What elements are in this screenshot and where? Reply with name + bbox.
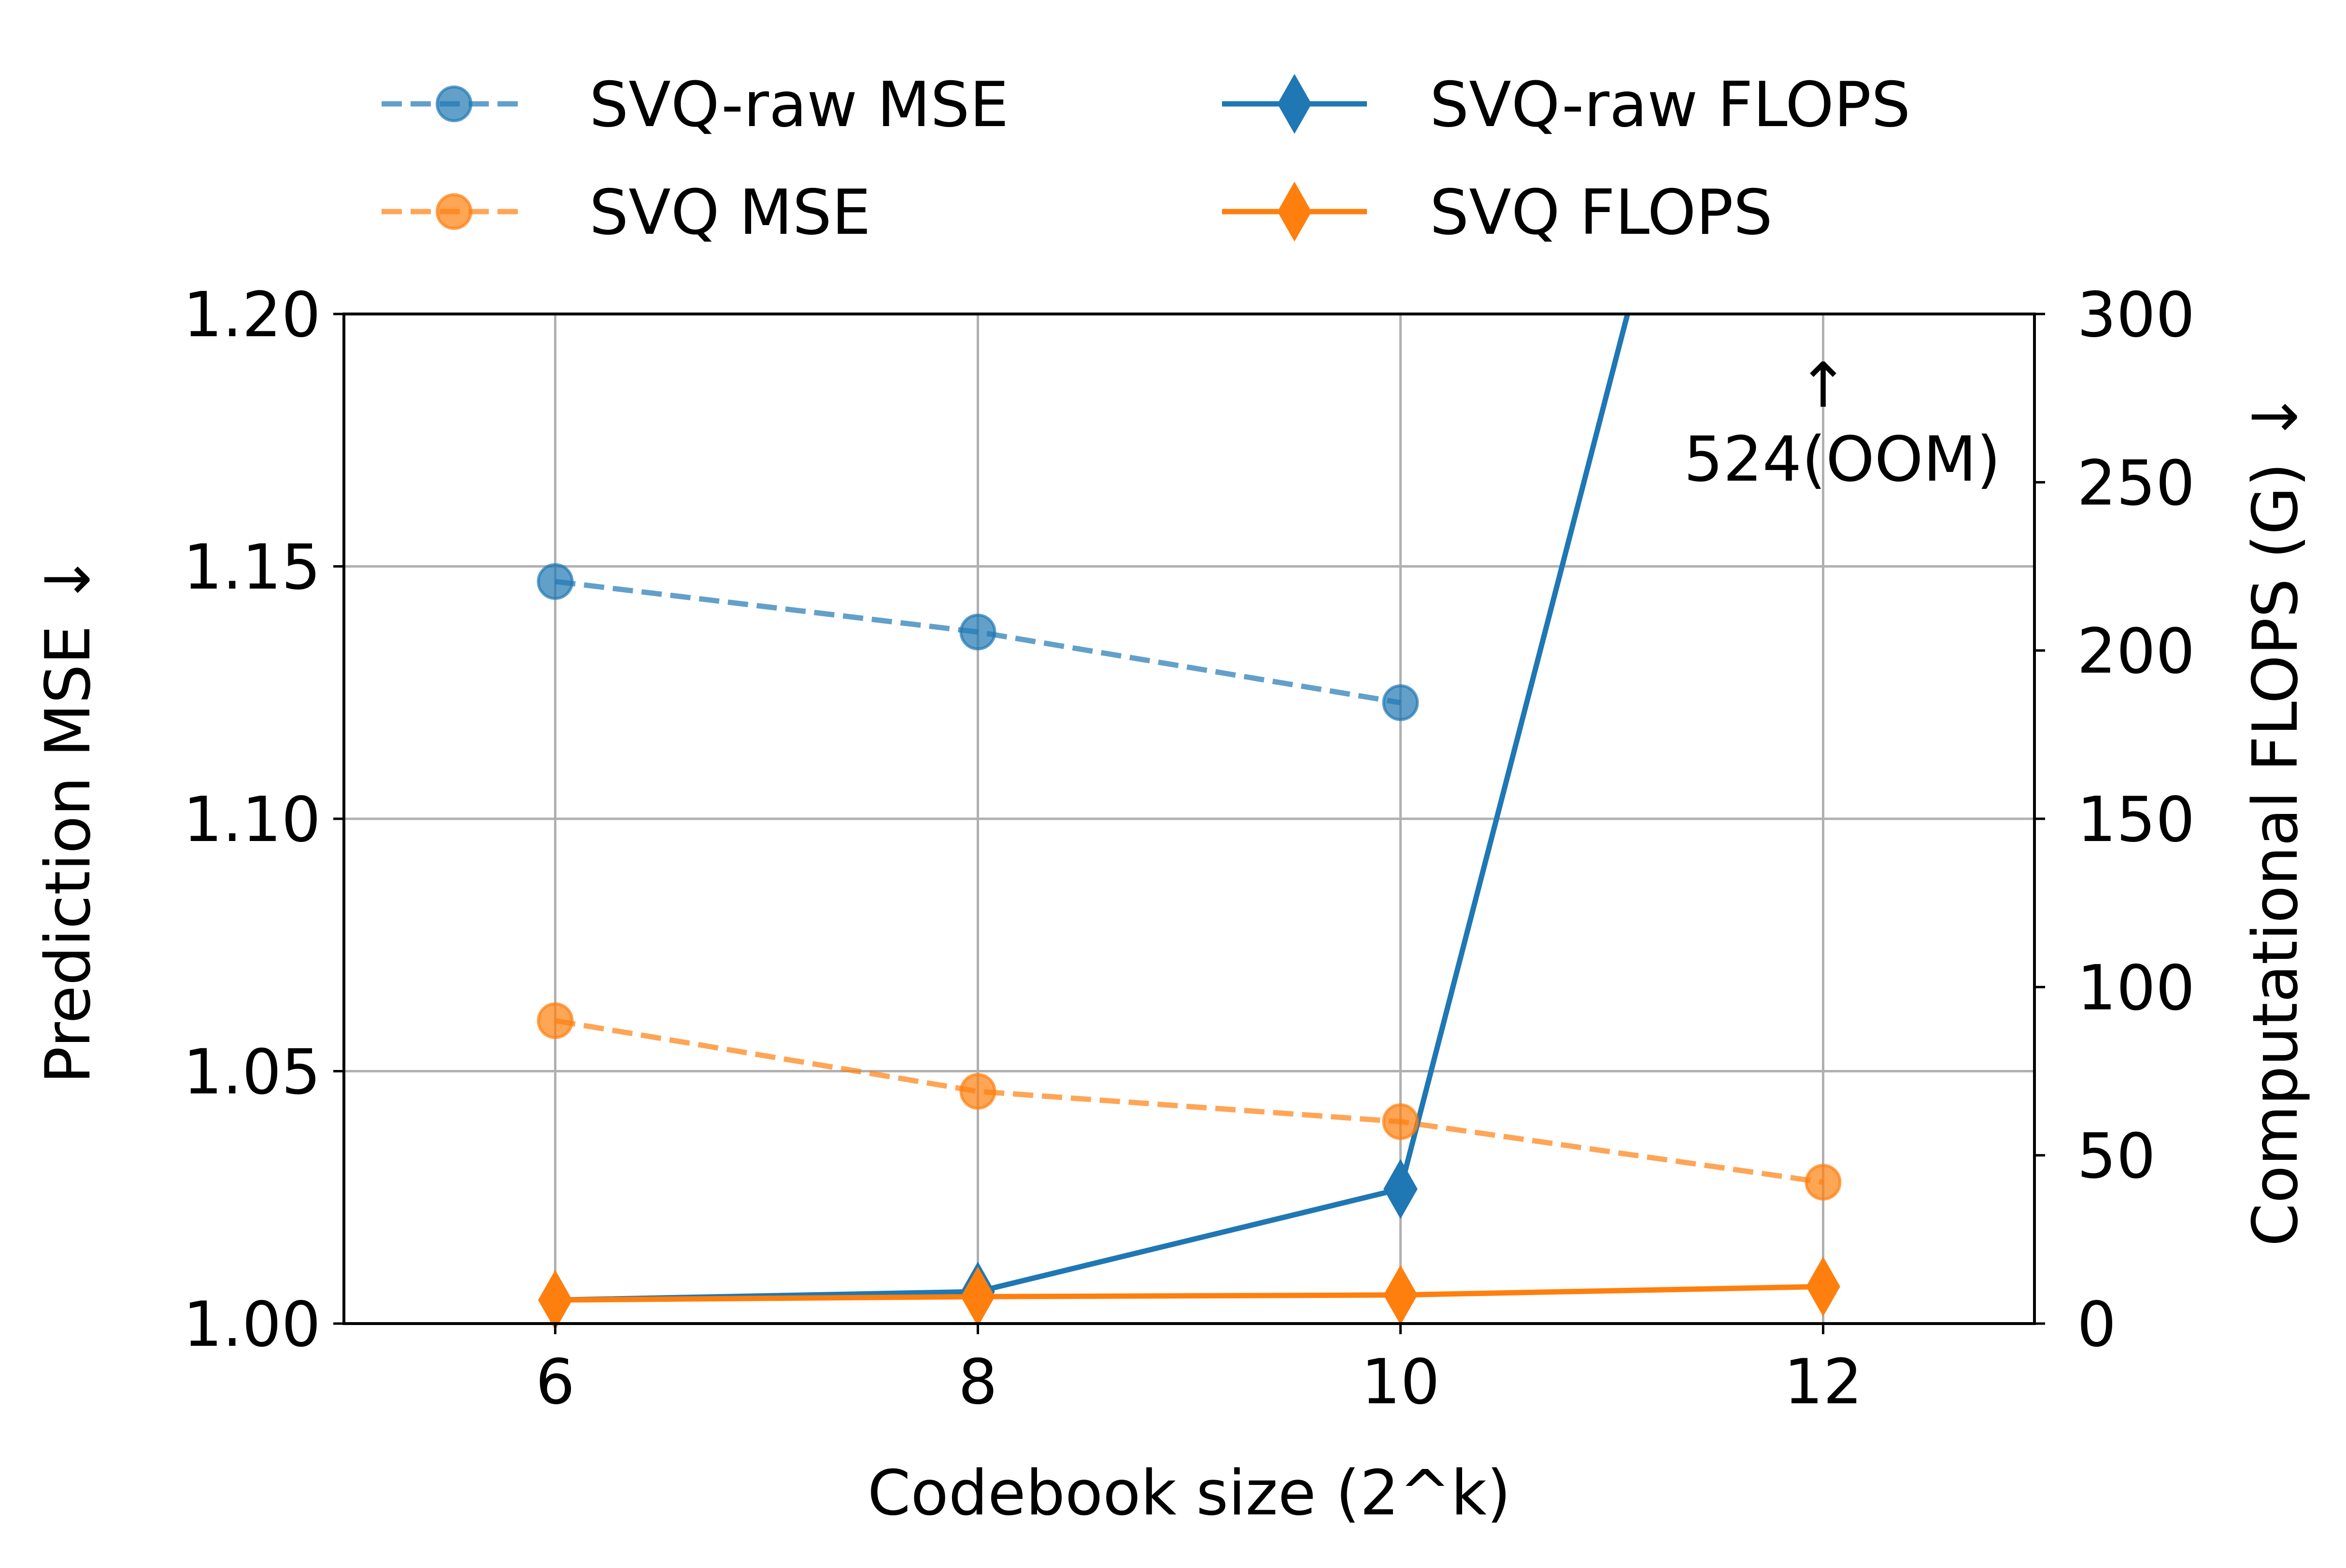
legend: SVQ-raw MSE SVQ MSE SVQ-raw FLOPS SVQ FLOPS	[382, 69, 1910, 249]
legend-svq-raw-flops-label: SVQ-raw FLOPS	[1430, 69, 1910, 141]
right-tick-label: 0	[2077, 1289, 2116, 1361]
svq-raw-mse-point	[1382, 684, 1419, 721]
x-axis-ticks: 6 8 10 12	[536, 1324, 1863, 1418]
legend-svq-flops-marker	[1277, 181, 1312, 242]
left-tick-label: 1.20	[183, 279, 321, 351]
svq-mse-point	[537, 1002, 574, 1039]
svq-flops-point	[1806, 1256, 1840, 1317]
legend-svq-raw-mse-marker	[436, 86, 472, 122]
svq-mse-point	[959, 1073, 996, 1110]
right-tick-label: 300	[2077, 279, 2195, 351]
legend-svq-mse-label: SVQ MSE	[589, 177, 871, 249]
annotations: ↑524(OOM)	[1684, 350, 2001, 496]
legend-svq-mse-marker	[436, 193, 472, 230]
legend-svq-flops-label: SVQ FLOPS	[1430, 177, 1773, 249]
right-tick-label: 200	[2077, 616, 2195, 688]
left-tick-label: 1.10	[183, 784, 321, 856]
right-tick-label: 150	[2077, 784, 2195, 856]
left-axis-ticks: 1.00 1.05 1.10 1.15 1.20	[183, 279, 344, 1361]
x-tick-label: 8	[958, 1346, 997, 1418]
right-axis-label: Computational FLOPS (G) ↓	[2240, 391, 2312, 1247]
x-axis-label: Codebook size (2^k)	[867, 1457, 1511, 1529]
right-axis-ticks: 0 50 100 150 200 250 300	[2034, 279, 2195, 1361]
left-axis-label: Prediction MSE ↓	[32, 554, 104, 1083]
oom-arrow: ↑	[1797, 350, 1849, 422]
x-tick-label: 12	[1784, 1346, 1863, 1418]
right-tick-label: 100	[2077, 952, 2195, 1024]
svq-mse-line	[555, 1018, 1824, 1185]
series-markers	[537, 563, 1842, 1330]
left-tick-label: 1.05	[183, 1037, 321, 1109]
svq-flops-line	[555, 1283, 1823, 1303]
x-tick-label: 6	[536, 1346, 575, 1418]
oom-annotation: 524(OOM)	[1684, 424, 2001, 496]
right-tick-label: 250	[2077, 447, 2195, 519]
svq-mse-point	[1805, 1164, 1842, 1201]
svq-mse-point	[1382, 1103, 1419, 1140]
legend-svq-raw-flops-marker	[1277, 73, 1312, 134]
legend-svq-raw-mse-label: SVQ-raw MSE	[589, 69, 1009, 141]
x-tick-label: 10	[1361, 1346, 1440, 1418]
svq-raw-mse-point	[959, 613, 996, 651]
svq-raw-flops-point	[1383, 1159, 1418, 1219]
svq-raw-mse-point	[537, 563, 574, 600]
left-tick-label: 1.15	[183, 532, 321, 604]
right-tick-label: 50	[2077, 1121, 2156, 1193]
left-tick-label: 1.00	[183, 1289, 321, 1361]
